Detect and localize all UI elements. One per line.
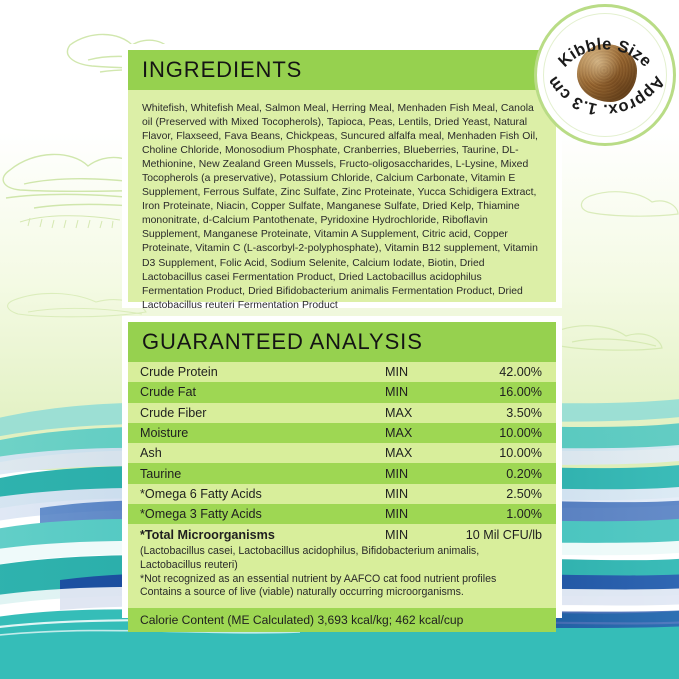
nutrient-limit: MIN — [385, 466, 409, 481]
guaranteed-analysis-title: GUARANTEED ANALYSIS — [142, 329, 423, 354]
nutrient-label: Taurine — [140, 466, 182, 481]
nutrient-limit: MIN — [385, 365, 409, 380]
table-row: Moisture MAX 10.00% — [128, 422, 556, 444]
table-row: Crude Protein MIN 42.00% — [128, 362, 556, 383]
nutrient-limit: MAX — [385, 426, 413, 441]
nutrient-label: *Omega 6 Fatty Acids — [140, 486, 262, 501]
nutrient-limit: MIN — [385, 527, 409, 542]
nutrient-value: 16.00% — [499, 385, 542, 400]
nutrient-value: 10 Mil CFU/lb — [465, 527, 542, 542]
guaranteed-analysis-panel: GUARANTEED ANALYSIS Crude Protein MIN 42.0… — [122, 316, 562, 632]
table-row: Crude Fat MIN 16.00% — [128, 382, 556, 403]
table-row: *Omega 3 Fatty Acids MIN 1.00% — [128, 504, 556, 525]
nutrient-limit: MIN — [385, 486, 409, 501]
nutrient-value: 0.20% — [506, 466, 542, 481]
ingredients-body: Whitefish, Whitefish Meal, Salmon Meal, … — [128, 90, 556, 311]
kibble-size-badge: Kibble Size Approx. 1.3 cm — [534, 4, 676, 146]
nutrient-label: *Total Microorganisms — [140, 527, 275, 542]
guaranteed-analysis-header: GUARANTEED ANALYSIS — [128, 322, 556, 362]
nutrient-label: Ash — [140, 446, 162, 461]
guaranteed-analysis-body: Crude Protein MIN 42.00% Crude Fat MIN 16.00%… — [128, 362, 556, 632]
nutrient-value: 3.50% — [506, 405, 542, 420]
nutrient-value: 42.00% — [499, 365, 542, 380]
ingredients-title: INGREDIENTS — [142, 57, 303, 82]
note-line: *Not recognized as an essential nutrient… — [140, 572, 497, 585]
table-row: Crude Fiber MAX 3.50% — [128, 402, 556, 423]
table-row-total-microorganisms: *Total Microorganisms MIN 10 Mil CFU/lb — [128, 524, 556, 546]
nutrient-limit: MAX — [385, 446, 413, 461]
note-line: Contains a source of live (viable) natur… — [140, 586, 464, 599]
nutrient-value: 10.00% — [499, 446, 542, 461]
table-row: Ash MAX 10.00% — [128, 443, 556, 464]
nutrient-limit: MIN — [385, 507, 409, 522]
calorie-content-row: Calorie Content (ME Calculated) 3,693 kc… — [128, 607, 556, 632]
nutrient-label: Crude Protein — [140, 365, 218, 380]
badge-top-text: Kibble Size — [555, 35, 655, 70]
kibble-piece-icon — [577, 44, 637, 102]
badge-curved-text: Kibble Size Approx. 1.3 cm — [544, 35, 668, 119]
nutrient-limit: MIN — [385, 385, 409, 400]
table-row: Taurine MIN 0.20% — [128, 463, 556, 484]
nutrient-label: *Omega 3 Fatty Acids — [140, 507, 262, 522]
nutrient-label: Crude Fat — [140, 385, 196, 400]
note-line: Lactobacillus reuteri) — [140, 558, 238, 571]
note-line: (Lactobacillus casei, Lactobacillus acid… — [140, 545, 480, 558]
table-row: *Omega 6 Fatty Acids MIN 2.50% — [128, 483, 556, 505]
ingredients-header: INGREDIENTS — [128, 50, 556, 90]
ingredients-text: Whitefish, Whitefish Meal, Salmon Meal, … — [142, 103, 538, 311]
calorie-content-text: Calorie Content (ME Calculated) 3,693 kc… — [140, 612, 464, 627]
nutrient-value: 2.50% — [506, 486, 542, 501]
ingredients-panel: INGREDIENTS Whitefish, Whitefish Meal, S… — [122, 44, 562, 311]
nutrient-limit: MAX — [385, 405, 413, 420]
nutrient-label: Moisture — [140, 426, 189, 441]
nutrient-value: 10.00% — [499, 426, 542, 441]
nutrient-table: Crude Protein MIN 42.00% Crude Fat MIN 16.00%… — [128, 362, 556, 525]
guaranteed-analysis-notes: (Lactobacillus casei, Lactobacillus acid… — [128, 545, 556, 608]
nutrient-label: Crude Fiber — [140, 405, 207, 420]
badge-bottom-text: Approx. 1.3 cm — [544, 73, 668, 119]
nutrient-value: 1.00% — [506, 507, 542, 522]
